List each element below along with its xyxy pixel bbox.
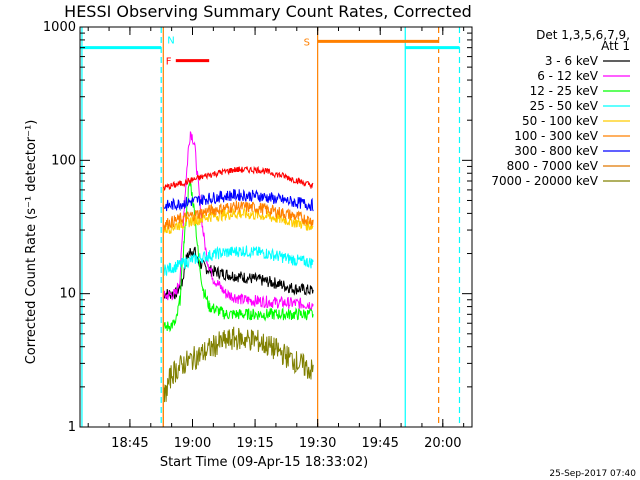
legend-label-6: 300 - 800 keV <box>514 144 598 158</box>
x-tick-label-3: 19:30 <box>299 436 336 451</box>
y-axis-label: Corrected Count Rate (s⁻¹ detector⁻¹) <box>24 120 39 365</box>
legend-label-5: 100 - 300 keV <box>514 129 598 143</box>
x-tick-label-4: 19:45 <box>361 436 398 451</box>
series-line-4 <box>162 206 314 235</box>
marker-label-n: N <box>167 36 174 47</box>
timestamp: 25-Sep-2017 07:40 <box>549 469 636 479</box>
legend-label-8: 7000 - 20000 keV <box>491 174 598 188</box>
legend-label-4: 50 - 100 keV <box>522 114 599 128</box>
x-axis: 18:45 19:00 19:15 19:30 19:45 20:00 <box>87 27 465 451</box>
series-line-0 <box>162 246 314 300</box>
series-line-8 <box>162 326 314 403</box>
series-line-3 <box>162 245 314 277</box>
legend-label-0: 3 - 6 keV <box>545 54 599 68</box>
plot-frame <box>79 26 473 428</box>
series-line-red <box>162 165 314 191</box>
legend-label-3: 25 - 50 keV <box>530 99 599 113</box>
plot-area: NF S <box>79 26 473 428</box>
y-tick-label-1: 10 <box>59 287 76 302</box>
chart-title: HESSI Observing Summary Count Rates, Cor… <box>64 2 472 21</box>
legend-header-1: Att 1 <box>601 39 630 53</box>
marker-label-f: F <box>166 57 172 68</box>
x-tick-label-0: 18:45 <box>111 436 148 451</box>
series-line-6 <box>162 188 314 212</box>
y-axis: 1 10 100 1000 <box>43 20 472 435</box>
x-tick-label-1: 19:00 <box>174 436 211 451</box>
series-line-5 <box>162 200 314 231</box>
y-tick-label-3: 1000 <box>43 20 76 35</box>
x-tick-label-2: 19:15 <box>236 436 273 451</box>
legend-label-2: 12 - 25 keV <box>530 84 599 98</box>
legend-header-0: Det 1,3,5,6,7,9, <box>536 28 630 42</box>
legend-label-1: 6 - 12 keV <box>537 69 599 83</box>
x-tick-label-5: 20:00 <box>424 436 461 451</box>
y-tick-label-0: 1 <box>68 420 76 435</box>
x-axis-label: Start Time (09-Apr-15 18:33:02) <box>160 455 368 470</box>
marker-label-s: S <box>304 37 310 48</box>
legend-label-7: 800 - 7000 keV <box>507 159 599 173</box>
y-tick-label-2: 100 <box>51 153 76 168</box>
series-line-1 <box>162 131 314 311</box>
